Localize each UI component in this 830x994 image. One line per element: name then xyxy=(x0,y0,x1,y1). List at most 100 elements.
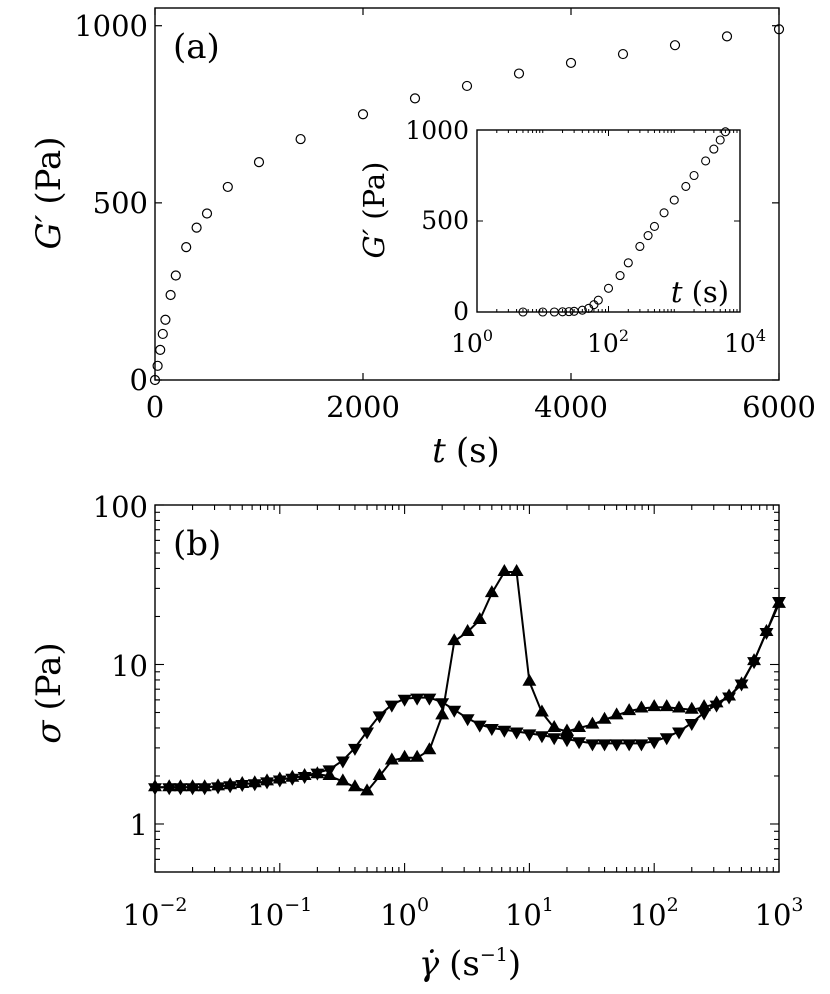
b-xtick-label-2: 100 xyxy=(380,894,429,932)
b-marker-triangle-down xyxy=(185,783,200,796)
panel-a-inset: 0 500 1000 100 102 104 t (s) G′(Pa) xyxy=(357,116,766,358)
inset-xtick-exp-1: 2 xyxy=(619,326,629,345)
a-data-point xyxy=(295,133,306,145)
inset-data-point xyxy=(709,144,719,154)
b-xtick-label-0: 10−2 xyxy=(123,894,188,932)
inset-xtick-label-0: 100 xyxy=(451,326,493,358)
a-ylabel-unit: (Pa) xyxy=(29,136,69,204)
b-xtick-exp-2: 0 xyxy=(417,894,429,916)
a-data-point xyxy=(170,270,181,281)
panel-a: 0 2000 4000 6000 0 500 1000 t (s) G′(Pa) … xyxy=(29,7,816,471)
b-marker-triangle-up xyxy=(622,703,637,716)
b-marker-triangle-up xyxy=(484,585,499,598)
a-xlabel-var: t xyxy=(432,431,446,471)
a-data-point xyxy=(165,289,176,301)
b-xtick-label-5: 103 xyxy=(755,894,804,932)
inset-xtick-label-2: 104 xyxy=(724,326,766,358)
b-marker-triangle-up xyxy=(335,773,350,786)
inset-ytick-label-2: 1000 xyxy=(405,116,469,145)
a-ytick-label-0: 0 xyxy=(130,363,148,397)
inset-data-point xyxy=(669,195,679,205)
b-marker-triangle-up xyxy=(672,700,686,713)
b-marker-triangle-down xyxy=(560,735,574,748)
a-xtick-label-1: 2000 xyxy=(326,390,400,424)
b-marker-triangle-up xyxy=(647,699,662,712)
inset-xlabel: t (s) xyxy=(671,275,729,309)
b-marker-triangle-down xyxy=(484,723,499,736)
b-marker-triangle-down xyxy=(335,756,350,769)
b-xlabel-unit-pre: (s xyxy=(449,944,480,984)
b-xtick-base-4: 10 xyxy=(630,898,667,932)
b-marker-triangle-up xyxy=(397,749,412,762)
panel-b-data-points xyxy=(148,564,786,796)
b-marker-triangle-down xyxy=(534,731,549,744)
b-marker-triangle-down xyxy=(435,698,450,711)
a-data-point xyxy=(201,208,213,219)
b-marker-triangle-down xyxy=(522,729,537,742)
inset-ticks xyxy=(476,129,740,313)
inset-ylabel: G′ (Pa) xyxy=(357,162,391,259)
b-xtick-label-1: 10−1 xyxy=(247,894,312,932)
inset-data-point xyxy=(557,307,568,317)
a-ytick-label-2: 1000 xyxy=(74,9,148,43)
b-marker-triangle-up xyxy=(522,673,537,686)
b-marker-triangle-down xyxy=(585,739,600,752)
panel-b: 1 10 100 10−2 10−1 100 101 102 103 γ̇ (s−… xyxy=(29,490,804,984)
a-data-point xyxy=(669,40,681,51)
b-marker-triangle-down xyxy=(597,739,612,752)
a-xlabel: t (s) xyxy=(432,431,500,471)
panel-b-ticks xyxy=(154,504,780,873)
b-xtick-exp-0: −2 xyxy=(159,894,187,916)
a-data-point xyxy=(721,31,733,42)
b-xtick-exp-5: 3 xyxy=(791,894,803,916)
a-data-point xyxy=(181,242,192,253)
a-data-point xyxy=(160,314,171,325)
inset-data-point xyxy=(538,307,548,317)
b-marker-triangle-down xyxy=(547,733,562,746)
b-marker-triangle-up xyxy=(560,723,574,736)
b-xtick-exp-1: −1 xyxy=(284,894,312,916)
a-data-point xyxy=(222,181,233,193)
b-marker-triangle-down xyxy=(310,768,325,781)
b-marker-triangle-down xyxy=(672,727,686,740)
inset-data-point xyxy=(603,283,614,293)
b-marker-triangle-up xyxy=(509,564,524,577)
b-marker-triangle-up xyxy=(684,701,699,714)
b-xlabel: γ̇ (s−1) xyxy=(419,944,521,984)
b-marker-triangle-down xyxy=(460,714,475,727)
inset-data-point xyxy=(659,208,669,218)
b-marker-triangle-down xyxy=(647,737,662,750)
inset-data-point xyxy=(635,241,645,252)
b-marker-triangle-up xyxy=(360,783,374,796)
b-marker-triangle-down xyxy=(734,679,749,692)
a-data-point xyxy=(191,222,202,233)
b-marker-triangle-down xyxy=(472,720,487,733)
b-marker-triangle-down xyxy=(634,739,649,752)
b-marker-triangle-down xyxy=(772,597,786,610)
b-ytick-label-0: 1 xyxy=(130,808,148,842)
inset-ytick-label-0: 0 xyxy=(453,297,469,326)
b-marker-triangle-up xyxy=(609,707,624,720)
a-data-point xyxy=(152,360,163,371)
b-marker-triangle-up xyxy=(572,719,587,732)
b-marker-triangle-down xyxy=(247,779,262,792)
b-marker-triangle-down xyxy=(422,693,437,706)
a-data-point xyxy=(617,48,629,60)
b-marker-triangle-down xyxy=(297,771,312,784)
inset-data-point xyxy=(615,271,625,281)
panel-a-frame xyxy=(154,7,780,381)
b-marker-triangle-down xyxy=(497,725,512,738)
b-marker-triangle-up xyxy=(597,711,612,724)
b-xtick-base-3: 10 xyxy=(505,898,542,932)
b-marker-triangle-down xyxy=(148,783,162,796)
inset-data-point xyxy=(564,307,574,317)
b-marker-triangle-down xyxy=(572,737,587,750)
a-data-point xyxy=(773,24,785,35)
b-marker-triangle-up xyxy=(547,719,562,732)
inset-data-point xyxy=(681,181,691,191)
inset-xtick-exp-2: 4 xyxy=(756,326,766,345)
b-ytick-label-2: 100 xyxy=(93,490,148,524)
b-xtick-base-0: 10 xyxy=(123,898,160,932)
b-marker-triangle-up xyxy=(472,612,487,625)
